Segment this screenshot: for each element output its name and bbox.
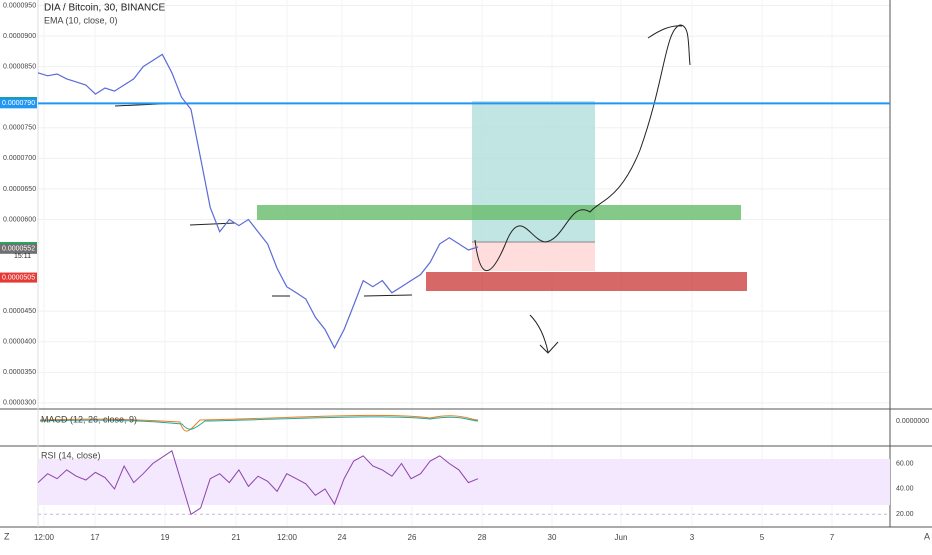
x-tick-label: 5	[760, 533, 765, 542]
x-tick-label: 12:00	[277, 533, 298, 542]
price-badge	[0, 272, 37, 283]
x-tick-label: 3	[690, 533, 695, 542]
x-tick-label: 24	[338, 533, 347, 542]
y-tick-label: 0.0000650	[3, 186, 36, 193]
price-badge-label: 0.0000552	[2, 246, 35, 253]
macd-signal	[39, 416, 479, 430]
y-tick-label: 0.0000300	[3, 400, 36, 407]
chart-title: DIA / Bitcoin, 30, BINANCE	[44, 3, 165, 14]
x-tick-label: 26	[408, 533, 417, 542]
price-line	[37, 53, 479, 350]
price-badge-label: 0.0000505	[2, 274, 35, 281]
y-tick-label: 0.0000000	[896, 418, 929, 425]
drawing-path	[474, 24, 691, 272]
x-tick-label: 17	[91, 533, 100, 542]
y-tick-label: 0.0000600	[3, 216, 36, 223]
support-zone	[257, 205, 741, 220]
indicator-label: EMA (10, close, 0)	[44, 15, 118, 25]
long-stop	[472, 242, 595, 271]
y-tick-label: 0.0000950	[3, 2, 36, 9]
long-target	[472, 101, 595, 242]
rsi-label: RSI (14, close)	[41, 450, 101, 460]
x-tick-label: 7	[830, 533, 835, 542]
y-tick-label: 40.00	[896, 486, 914, 493]
corner-label: A	[924, 531, 930, 541]
drawing-lines	[114, 102, 413, 297]
drawing-path	[647, 25, 683, 39]
x-tick-label: 19	[161, 533, 170, 542]
y-tick-label: 0.0000450	[3, 308, 36, 315]
drawing-arrow	[529, 314, 559, 354]
x-tick-label: 12:00	[34, 533, 55, 542]
y-tick-label: 0.0000850	[3, 63, 36, 70]
y-tick-label: 20.00	[896, 511, 914, 518]
rsi-line	[37, 450, 479, 516]
y-tick-label: 0.0000750	[3, 125, 36, 132]
y-tick-label: 0.0000900	[3, 33, 36, 40]
x-tick-label: 30	[548, 533, 557, 542]
x-tick-label: 21	[232, 533, 241, 542]
macd-line	[39, 414, 479, 432]
y-tick-label: 0.0000700	[3, 155, 36, 162]
price-badge-label: 0.0000790	[2, 100, 35, 107]
resistance-zone	[426, 272, 747, 291]
x-tick-label: Jun	[615, 533, 628, 542]
price-badge	[0, 98, 37, 109]
y-tick-label: 60.00	[896, 460, 914, 467]
corner-label: Z	[4, 531, 10, 541]
rsi-band	[38, 459, 890, 505]
countdown: 15:11	[14, 253, 31, 260]
price-badge	[0, 243, 37, 254]
y-tick-label: 0.0000350	[3, 369, 36, 376]
macd-label: MACD (12, 26, close, 9)	[41, 414, 137, 424]
x-tick-label: 28	[478, 533, 487, 542]
y-tick-label: 0.0000400	[3, 339, 36, 346]
